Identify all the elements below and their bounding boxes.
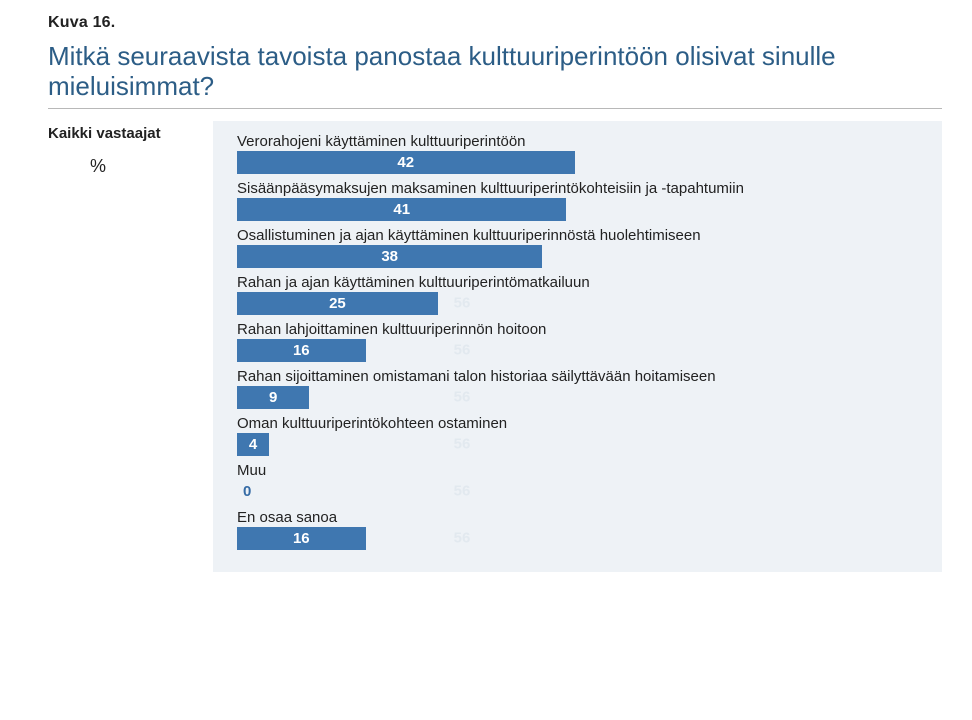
bar: 38 xyxy=(237,245,542,268)
bar-label: Rahan sijoittaminen omistamani talon his… xyxy=(237,368,922,385)
bar-track: 56 16 xyxy=(237,527,687,550)
bar-value: 38 xyxy=(381,248,398,265)
chart-row: Rahan lahjoittaminen kulttuuriperinnön h… xyxy=(237,321,922,362)
ghost-value: 56 xyxy=(454,436,471,453)
respondents-label: Kaikki vastaajat xyxy=(48,125,213,142)
ghost-value: 56 xyxy=(454,342,471,359)
bar: 25 xyxy=(237,292,438,315)
chart-row: Osallistuminen ja ajan käyttäminen kultt… xyxy=(237,227,922,268)
title-rule xyxy=(48,108,942,109)
bar-chart: Verorahojeni käyttäminen kulttuuriperint… xyxy=(213,121,942,572)
bar-label: Osallistuminen ja ajan käyttäminen kultt… xyxy=(237,227,922,244)
bar-track: 56 4 xyxy=(237,433,687,456)
bar: 42 xyxy=(237,151,575,174)
chart-row: Muu 56 0 xyxy=(237,462,922,503)
bar-label: Sisäänpääsymaksujen maksaminen kulttuuri… xyxy=(237,180,922,197)
chart-row: Oman kulttuuriperintökohteen ostaminen56… xyxy=(237,415,922,456)
bar-value: 16 xyxy=(293,342,310,359)
bar-label: Verorahojeni käyttäminen kulttuuriperint… xyxy=(237,133,922,150)
bar-value: 41 xyxy=(393,201,410,218)
chart-row: En osaa sanoa 56 16 xyxy=(237,509,922,550)
chart-row: Verorahojeni käyttäminen kulttuuriperint… xyxy=(237,133,922,174)
bar-label: Muu xyxy=(237,462,922,479)
chart-row: Sisäänpääsymaksujen maksaminen kulttuuri… xyxy=(237,180,922,221)
bar-label: Rahan lahjoittaminen kulttuuriperinnön h… xyxy=(237,321,922,338)
bar-value: 25 xyxy=(329,295,346,312)
ghost-value: 56 xyxy=(454,295,471,312)
bar: 4 xyxy=(237,433,269,456)
bar-value: 9 xyxy=(269,389,277,406)
figure-label: Kuva 16. xyxy=(48,14,942,32)
bar-value: 16 xyxy=(293,530,310,547)
bar-value: 4 xyxy=(249,436,257,453)
bar-track: 5638 xyxy=(237,245,687,268)
bar-label: Oman kulttuuriperintökohteen ostaminen xyxy=(237,415,922,432)
chart-row: Rahan sijoittaminen omistamani talon his… xyxy=(237,368,922,409)
bar-label: Rahan ja ajan käyttäminen kulttuuriperin… xyxy=(237,274,922,291)
bar-track: 56 25 xyxy=(237,292,687,315)
content-row: Kaikki vastaajat % Verorahojeni käyttämi… xyxy=(48,121,942,572)
bar: 41 xyxy=(237,198,566,221)
ghost-value: 56 xyxy=(454,530,471,547)
bar-value: 42 xyxy=(397,154,414,171)
unit-label: % xyxy=(48,156,148,177)
chart-row: Rahan ja ajan käyttäminen kulttuuriperin… xyxy=(237,274,922,315)
bar-value: 0 xyxy=(237,483,251,500)
bar-label: En osaa sanoa xyxy=(237,509,922,526)
ghost-value: 56 xyxy=(454,389,471,406)
bar-track: 56 16 xyxy=(237,339,687,362)
bar-track: 56 0 xyxy=(237,480,687,503)
side-column: Kaikki vastaajat % xyxy=(48,121,213,572)
page: Kuva 16. Mitkä seuraavista tavoista pano… xyxy=(0,0,972,602)
bar: 16 xyxy=(237,339,366,362)
ghost-value: 56 xyxy=(454,483,471,500)
chart-title: Mitkä seuraavista tavoista panostaa kult… xyxy=(48,42,878,102)
bar-track: 56 9 xyxy=(237,386,687,409)
bar: 16 xyxy=(237,527,366,550)
bar-track: 5642 xyxy=(237,151,687,174)
bar-track: 5641 xyxy=(237,198,687,221)
bar: 9 xyxy=(237,386,309,409)
